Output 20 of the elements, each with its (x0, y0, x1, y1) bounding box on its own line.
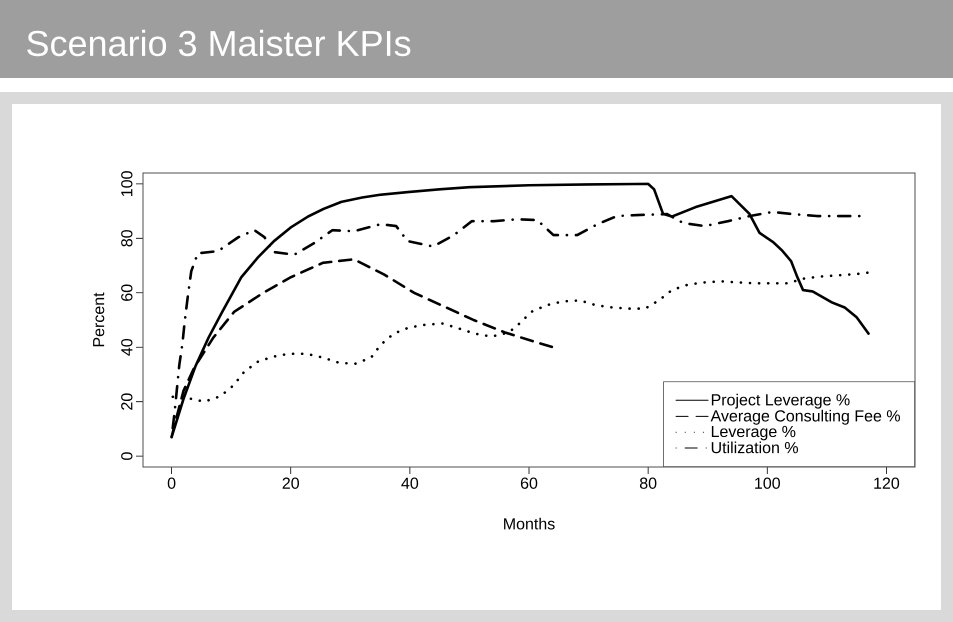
x-tick-label: 100 (755, 478, 780, 489)
x-tick-label: 20 (282, 478, 299, 489)
x-tick-label: 0 (168, 478, 176, 489)
legend-label: Utilization % (712, 442, 798, 454)
y-tick-label: 0 (121, 452, 132, 460)
x-tick-label: 60 (520, 478, 538, 489)
y-tick-label: 80 (121, 230, 132, 247)
x-axis-title: Months (504, 518, 555, 530)
legend-label: Average Consulting Fee % (710, 410, 900, 425)
y-tick-label: 100 (121, 171, 132, 196)
x-tick-label: 40 (401, 478, 418, 489)
y-tick-label: 60 (121, 284, 132, 301)
x-tick-label: 80 (640, 478, 656, 489)
y-tick-label: 40 (121, 338, 132, 356)
legend-label: Leverage % (712, 426, 796, 440)
legend-label: Project Leverage % (712, 394, 850, 409)
y-tick-label: 20 (121, 393, 132, 410)
x-tick-label: 120 (874, 478, 900, 489)
chart-title: Scenario 3 Maister KPIs (27, 30, 410, 56)
y-axis-title: Percent (93, 292, 104, 346)
